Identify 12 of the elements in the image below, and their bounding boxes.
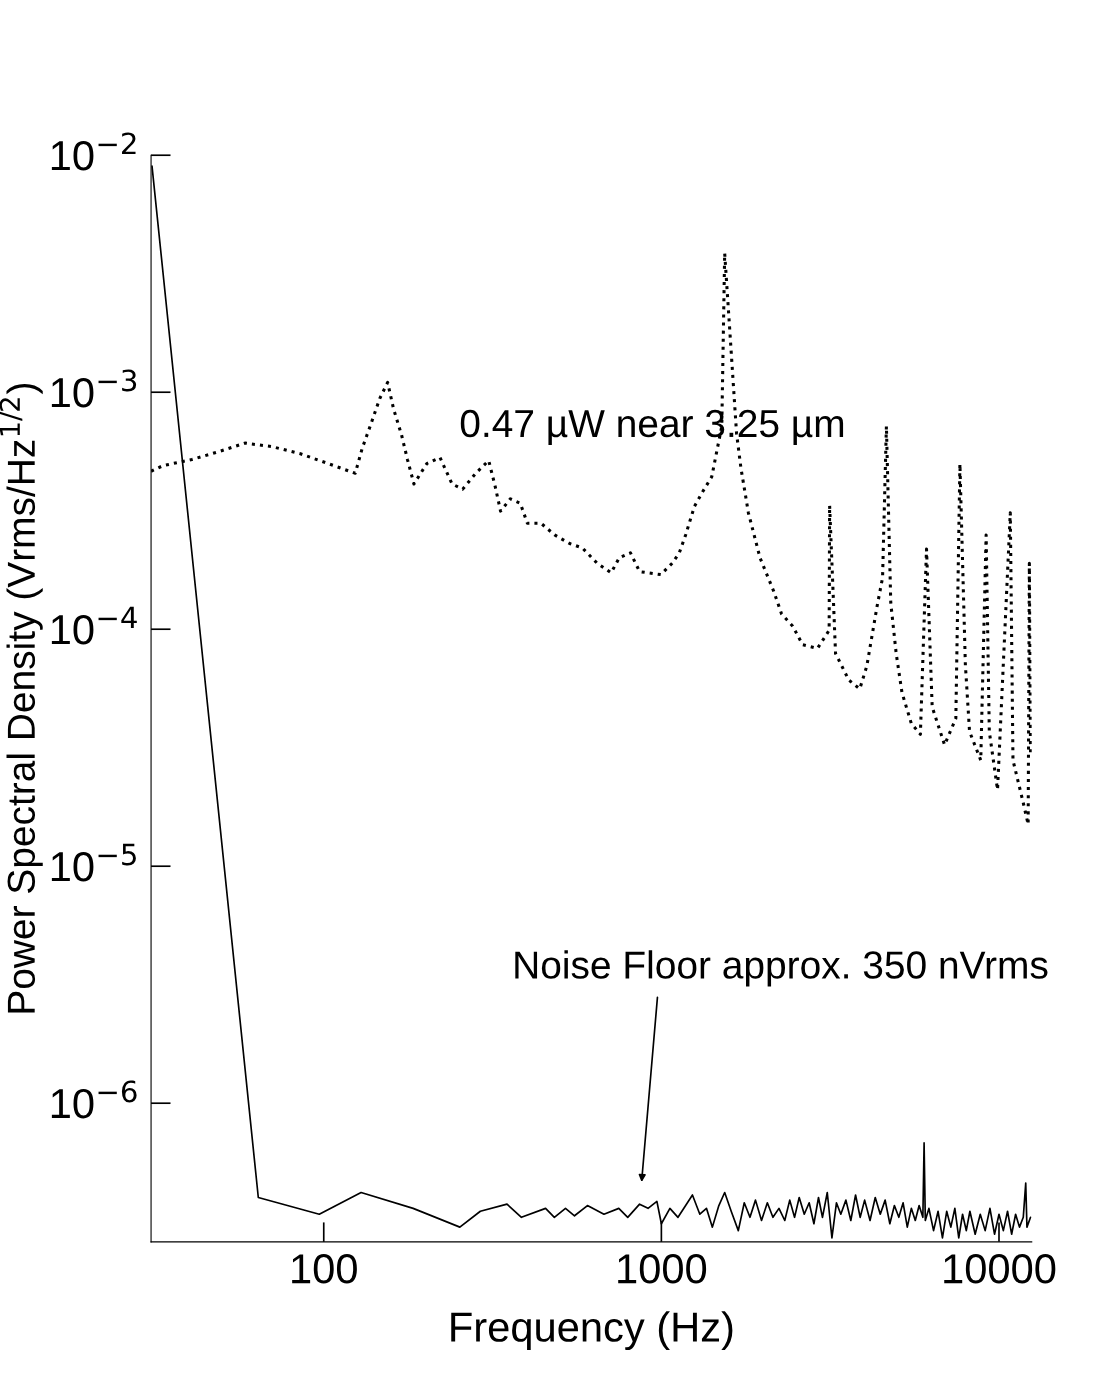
x-tick-label: 100 <box>292 1254 357 1284</box>
x-axis-title: Frequency (Hz) <box>451 1311 733 1351</box>
y-tick-label: 10$^{−5}$ <box>51 843 136 882</box>
y-tick-label: 10$^{−3}$ <box>51 369 137 408</box>
x-tick-label: 10000 <box>944 1254 1056 1284</box>
x-tick-label: 1000 <box>618 1254 707 1284</box>
y-tick-label: 10$^{−6}$ <box>51 1080 137 1119</box>
y-tick-label: 10$^{−4}$ <box>51 606 137 645</box>
y-axis-title: Power Spectral Density (Vrms/Hz$^{1/2}$) <box>0 383 43 1013</box>
y-tick-label: 10$^{−2}$ <box>51 132 136 171</box>
annotation: 0.47 µW near 3.25 µm <box>460 409 844 446</box>
annotation: Noise Floor approx. 350 nVrms <box>515 950 1048 987</box>
